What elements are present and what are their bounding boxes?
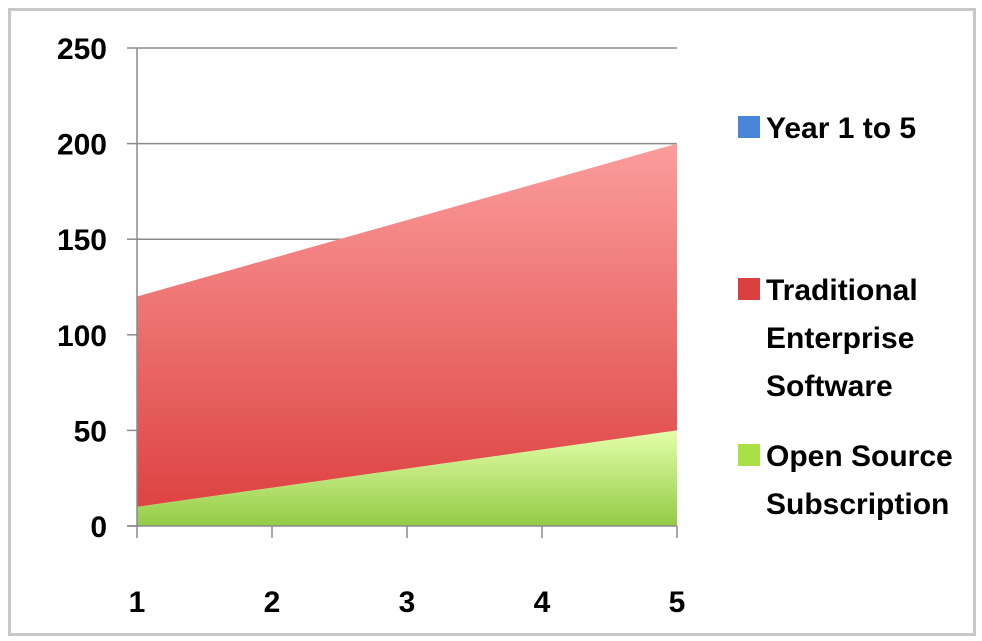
y-tick-label-50: 50 [74, 415, 107, 448]
axes [127, 47, 678, 538]
legend-entry-2: Traditional Enterprise Software [738, 274, 918, 403]
legend-entry-3: Open Source Subscription [738, 440, 953, 521]
legend-swatch-3 [738, 444, 760, 466]
y-tick-label-250: 250 [57, 33, 107, 66]
x-tick-label-2: 2 [264, 586, 281, 619]
legend-swatch-2 [738, 278, 760, 300]
y-tick-label-0: 0 [90, 511, 107, 544]
legend-label-2-line-3: Software [766, 370, 893, 403]
legend-entry-1: Year 1 to 5 [738, 112, 916, 145]
x-tick-label-1: 1 [129, 586, 146, 619]
y-tick-label-100: 100 [57, 320, 107, 353]
area-open-source-subscription [137, 430, 677, 526]
legend: Year 1 to 5 Traditional Enterprise Software… [738, 112, 953, 521]
x-tick-label-5: 5 [669, 586, 686, 619]
area-traditional-enterprise-software [137, 143, 677, 507]
x-tick-label-4: 4 [534, 586, 551, 619]
y-tick-label-200: 200 [57, 129, 107, 162]
legend-label-2-line-2: Enterprise [766, 322, 914, 355]
legend-label-3-line-2: Subscription [766, 488, 949, 521]
legend-label-3-line-1: Open Source [766, 440, 953, 473]
x-tick-label-3: 3 [399, 586, 416, 619]
x-axis-tick-labels: 1 2 3 4 5 [129, 586, 686, 619]
legend-label-1-line-1: Year 1 to 5 [766, 112, 916, 145]
y-tick-label-150: 150 [57, 224, 107, 257]
legend-label-2-line-1: Traditional [766, 274, 918, 307]
area-series [137, 143, 677, 526]
y-axis-tick-labels: 0 50 100 150 200 250 [57, 33, 107, 544]
legend-swatch-1 [738, 116, 760, 138]
